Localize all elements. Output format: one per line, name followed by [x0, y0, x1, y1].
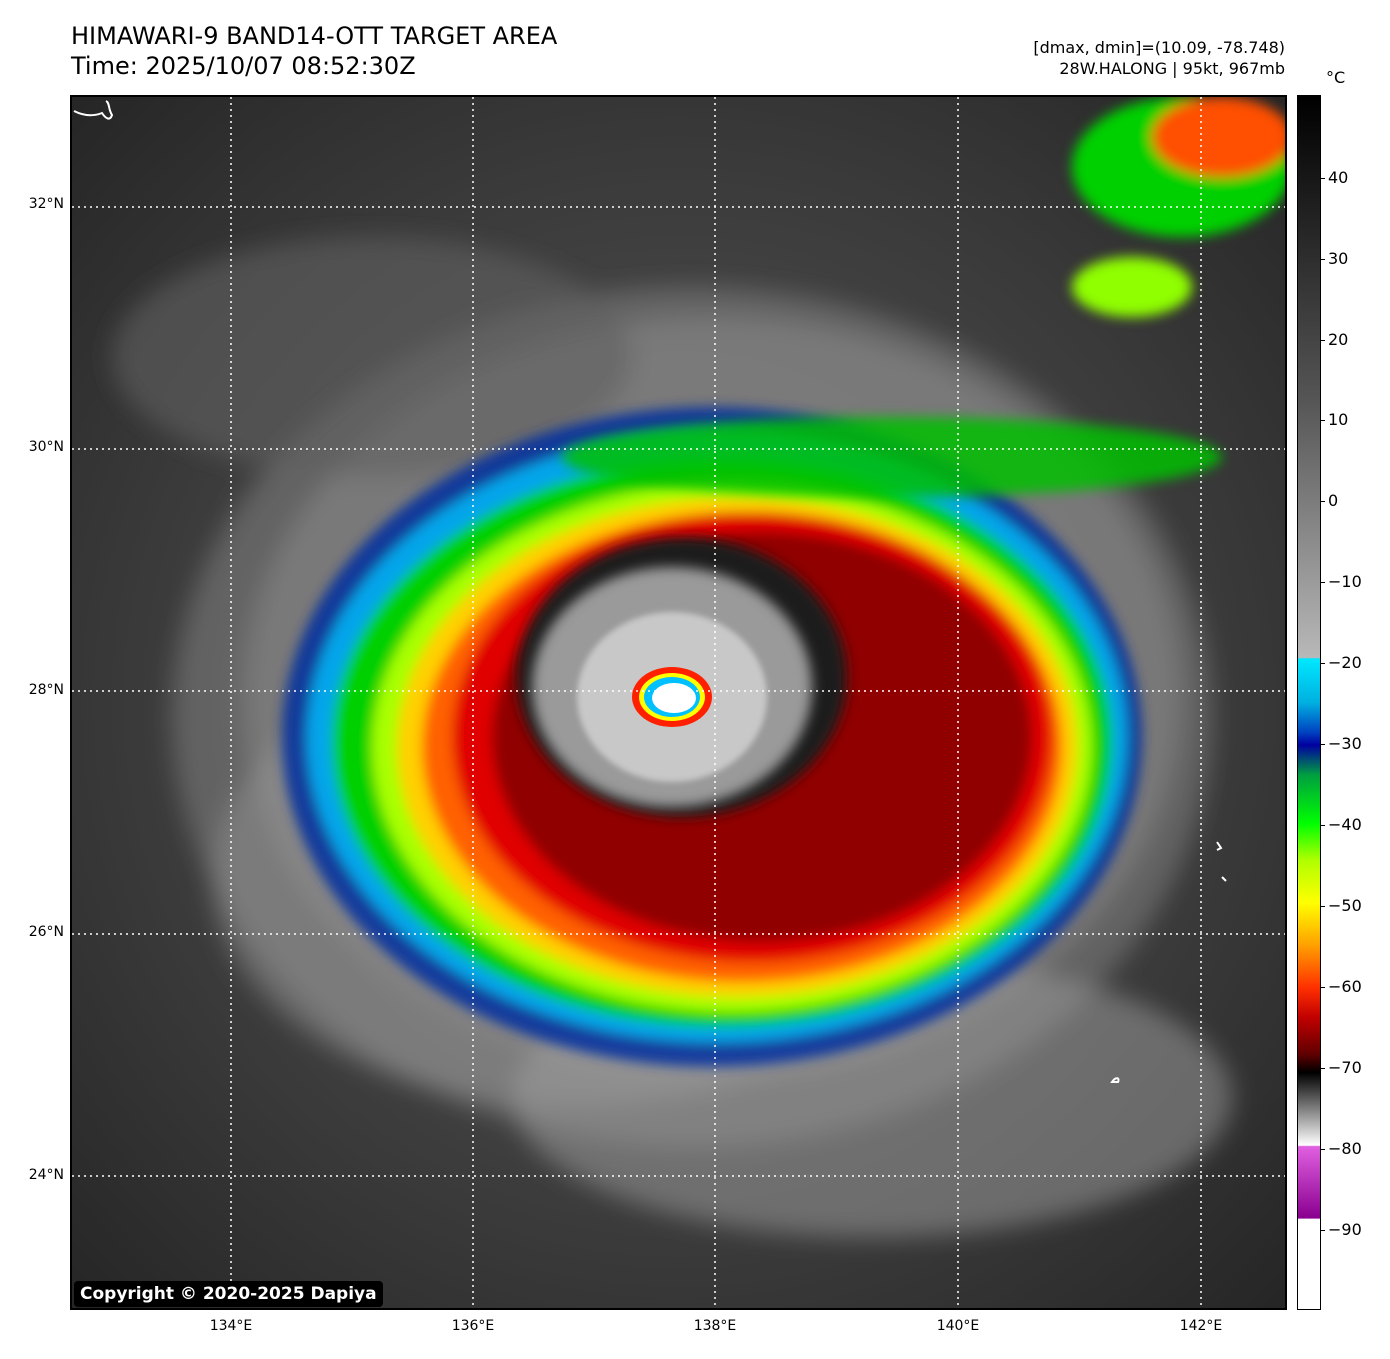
colorbar-tick [1321, 259, 1325, 260]
colorbar-tick [1321, 825, 1325, 826]
colorbar-tick [1321, 420, 1325, 421]
colorbar-tick-label: −60 [1328, 977, 1362, 996]
colorbar-tick-label: −90 [1328, 1220, 1362, 1239]
colorbar-tick [1321, 340, 1325, 341]
colorbar-tick [1321, 744, 1325, 745]
colorbar-tick-label: −40 [1328, 815, 1362, 834]
northeast-band [562, 97, 1285, 497]
colorbar-tick [1321, 663, 1325, 664]
copyright-label: Copyright © 2020-2025 Dapiya [74, 1281, 383, 1307]
lon-label-142e: 142°E [1179, 1318, 1223, 1334]
colorbar-tick [1321, 582, 1325, 583]
lat-label-24n: 24°N [28, 1167, 64, 1183]
colorbar-tick-label: 10 [1328, 410, 1349, 429]
colorbar-tick-label: 0 [1328, 491, 1339, 510]
colorbar-tick [1321, 906, 1325, 907]
lon-label-138e: 138°E [693, 1318, 737, 1334]
colorbar-unit: °C [1326, 68, 1346, 87]
storm-info: 28W.HALONG | 95kt, 967mb [1059, 59, 1285, 78]
lat-label-32n: 32°N [28, 196, 64, 212]
colorbar-tick-label: 30 [1328, 249, 1349, 268]
colorbar-tick [1321, 1149, 1325, 1150]
eye-region [517, 537, 847, 817]
colorbar-tick-label: −80 [1328, 1139, 1362, 1158]
colorbar-tick [1321, 1230, 1325, 1231]
satellite-map [70, 95, 1287, 1310]
colorbar [1297, 95, 1321, 1310]
colorbar-tick-label: −10 [1328, 572, 1362, 591]
colorbar-tick-label: 40 [1328, 168, 1349, 187]
colorbar-tick [1321, 501, 1325, 502]
dmax-dmin-readout: [dmax, dmin]=(10.09, -78.748) [1033, 38, 1285, 57]
timestamp: Time: 2025/10/07 08:52:30Z [71, 52, 416, 80]
lon-label-136e: 136°E [451, 1318, 495, 1334]
graticule [72, 97, 1285, 1308]
colorbar-tick-label: −70 [1328, 1058, 1362, 1077]
colorbar-tick [1321, 178, 1325, 179]
colorbar-tick [1321, 1068, 1325, 1069]
lat-label-26n: 26°N [28, 924, 64, 940]
chart-title: HIMAWARI-9 BAND14-OTT TARGET AREA [71, 22, 558, 50]
lon-label-140e: 140°E [936, 1318, 980, 1334]
satellite-imagery [72, 97, 1285, 1308]
lat-label-30n: 30°N [28, 439, 64, 455]
colorbar-tick-label: −30 [1328, 734, 1362, 753]
colorbar-tick-label: −50 [1328, 896, 1362, 915]
colorbar-tick [1321, 987, 1325, 988]
colorbar-tick-label: 20 [1328, 330, 1349, 349]
lon-label-134e: 134°E [209, 1318, 253, 1334]
colorbar-tick-label: −20 [1328, 653, 1362, 672]
coastlines [73, 100, 1227, 1083]
lat-label-28n: 28°N [28, 682, 64, 698]
